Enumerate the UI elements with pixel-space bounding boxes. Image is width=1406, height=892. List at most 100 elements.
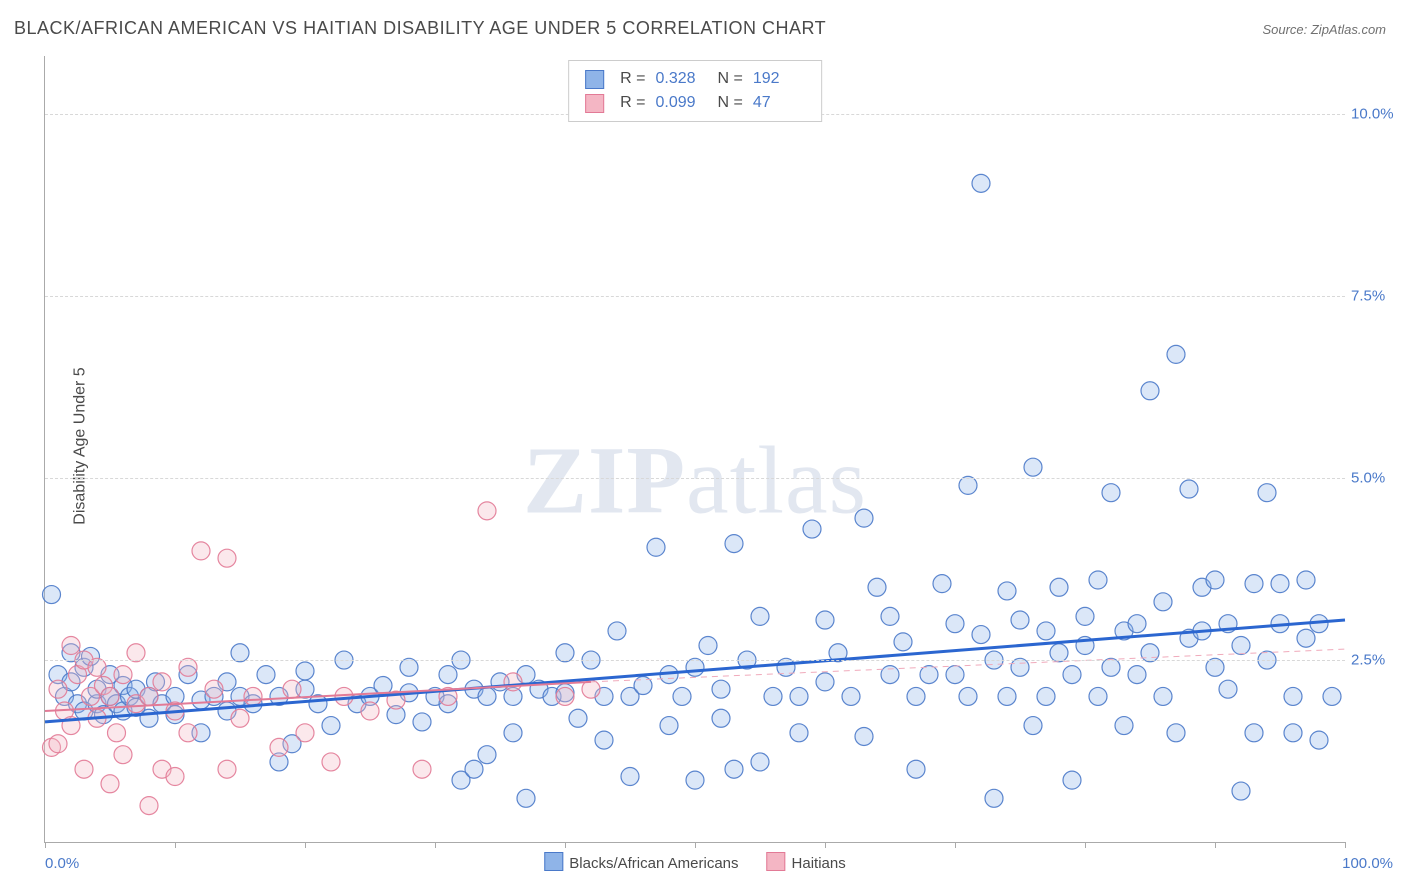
- data-point: [751, 607, 769, 625]
- data-point: [257, 666, 275, 684]
- legend-swatch: [585, 70, 604, 89]
- data-point: [361, 702, 379, 720]
- data-point: [868, 578, 886, 596]
- data-point: [283, 680, 301, 698]
- chart-svg: [45, 56, 1345, 842]
- data-point: [322, 717, 340, 735]
- data-point: [1128, 615, 1146, 633]
- data-point: [1128, 666, 1146, 684]
- data-point: [478, 746, 496, 764]
- data-point: [1310, 731, 1328, 749]
- data-point: [1024, 458, 1042, 476]
- data-point: [725, 760, 743, 778]
- data-point: [673, 687, 691, 705]
- data-point: [140, 797, 158, 815]
- data-point: [1245, 575, 1263, 593]
- data-point: [608, 622, 626, 640]
- stat-n-label: N =: [718, 67, 743, 91]
- data-point: [244, 687, 262, 705]
- data-point: [686, 771, 704, 789]
- data-point: [751, 753, 769, 771]
- data-point: [218, 549, 236, 567]
- data-point: [907, 687, 925, 705]
- data-point: [1167, 345, 1185, 363]
- data-point: [478, 687, 496, 705]
- y-tick-label: 5.0%: [1351, 470, 1399, 487]
- data-point: [1102, 484, 1120, 502]
- x-tick: [1215, 842, 1216, 848]
- data-point: [894, 633, 912, 651]
- stat-r-label: R =: [620, 91, 645, 115]
- data-point: [933, 575, 951, 593]
- data-point: [335, 687, 353, 705]
- data-point: [478, 502, 496, 520]
- data-point: [712, 680, 730, 698]
- data-point: [1141, 382, 1159, 400]
- x-tick: [1085, 842, 1086, 848]
- data-point: [621, 768, 639, 786]
- data-point: [101, 775, 119, 793]
- stat-n-value: 47: [753, 91, 805, 115]
- data-point: [166, 768, 184, 786]
- data-point: [296, 724, 314, 742]
- data-point: [192, 542, 210, 560]
- gridline: [45, 296, 1345, 297]
- data-point: [855, 509, 873, 527]
- x-tick: [565, 842, 566, 848]
- gridline: [45, 660, 1345, 661]
- data-point: [1245, 724, 1263, 742]
- data-point: [595, 731, 613, 749]
- data-point: [790, 687, 808, 705]
- stat-n-value: 192: [753, 67, 805, 91]
- data-point: [959, 687, 977, 705]
- data-point: [907, 760, 925, 778]
- trend-line: [45, 620, 1345, 722]
- x-tick: [435, 842, 436, 848]
- plot-area: ZIPatlas 2.5%5.0%7.5%10.0% 0.0% 100.0% B…: [44, 56, 1345, 843]
- data-point: [946, 666, 964, 684]
- data-point: [218, 760, 236, 778]
- stat-n-label: N =: [718, 91, 743, 115]
- data-point: [296, 662, 314, 680]
- data-point: [1037, 622, 1055, 640]
- data-point: [842, 687, 860, 705]
- data-point: [1284, 724, 1302, 742]
- data-point: [1154, 593, 1172, 611]
- x-tick: [175, 842, 176, 848]
- data-point: [322, 753, 340, 771]
- data-point: [1024, 717, 1042, 735]
- stats-legend: R =0.328N =192R =0.099N =47: [568, 60, 822, 122]
- data-point: [764, 687, 782, 705]
- data-point: [1167, 724, 1185, 742]
- chart-title: BLACK/AFRICAN AMERICAN VS HAITIAN DISABI…: [14, 18, 826, 39]
- x-tick: [305, 842, 306, 848]
- x-tick: [955, 842, 956, 848]
- data-point: [1011, 611, 1029, 629]
- data-point: [1089, 571, 1107, 589]
- y-tick-label: 2.5%: [1351, 652, 1399, 669]
- gridline: [45, 478, 1345, 479]
- stats-row: R =0.328N =192: [585, 67, 805, 91]
- data-point: [855, 727, 873, 745]
- data-point: [231, 709, 249, 727]
- data-point: [1232, 782, 1250, 800]
- data-point: [569, 709, 587, 727]
- legend-item: Blacks/African Americans: [544, 852, 738, 872]
- data-point: [1076, 607, 1094, 625]
- x-axis-max-label: 100.0%: [1342, 855, 1393, 872]
- data-point: [803, 520, 821, 538]
- data-point: [205, 680, 223, 698]
- data-point: [465, 760, 483, 778]
- data-point: [556, 687, 574, 705]
- x-tick: [825, 842, 826, 848]
- data-point: [413, 760, 431, 778]
- data-point: [1219, 680, 1237, 698]
- data-point: [816, 673, 834, 691]
- data-point: [881, 666, 899, 684]
- y-tick-label: 10.0%: [1351, 106, 1399, 123]
- data-point: [1050, 578, 1068, 596]
- data-point: [985, 789, 1003, 807]
- x-tick: [45, 842, 46, 848]
- data-point: [998, 687, 1016, 705]
- stat-r-label: R =: [620, 67, 645, 91]
